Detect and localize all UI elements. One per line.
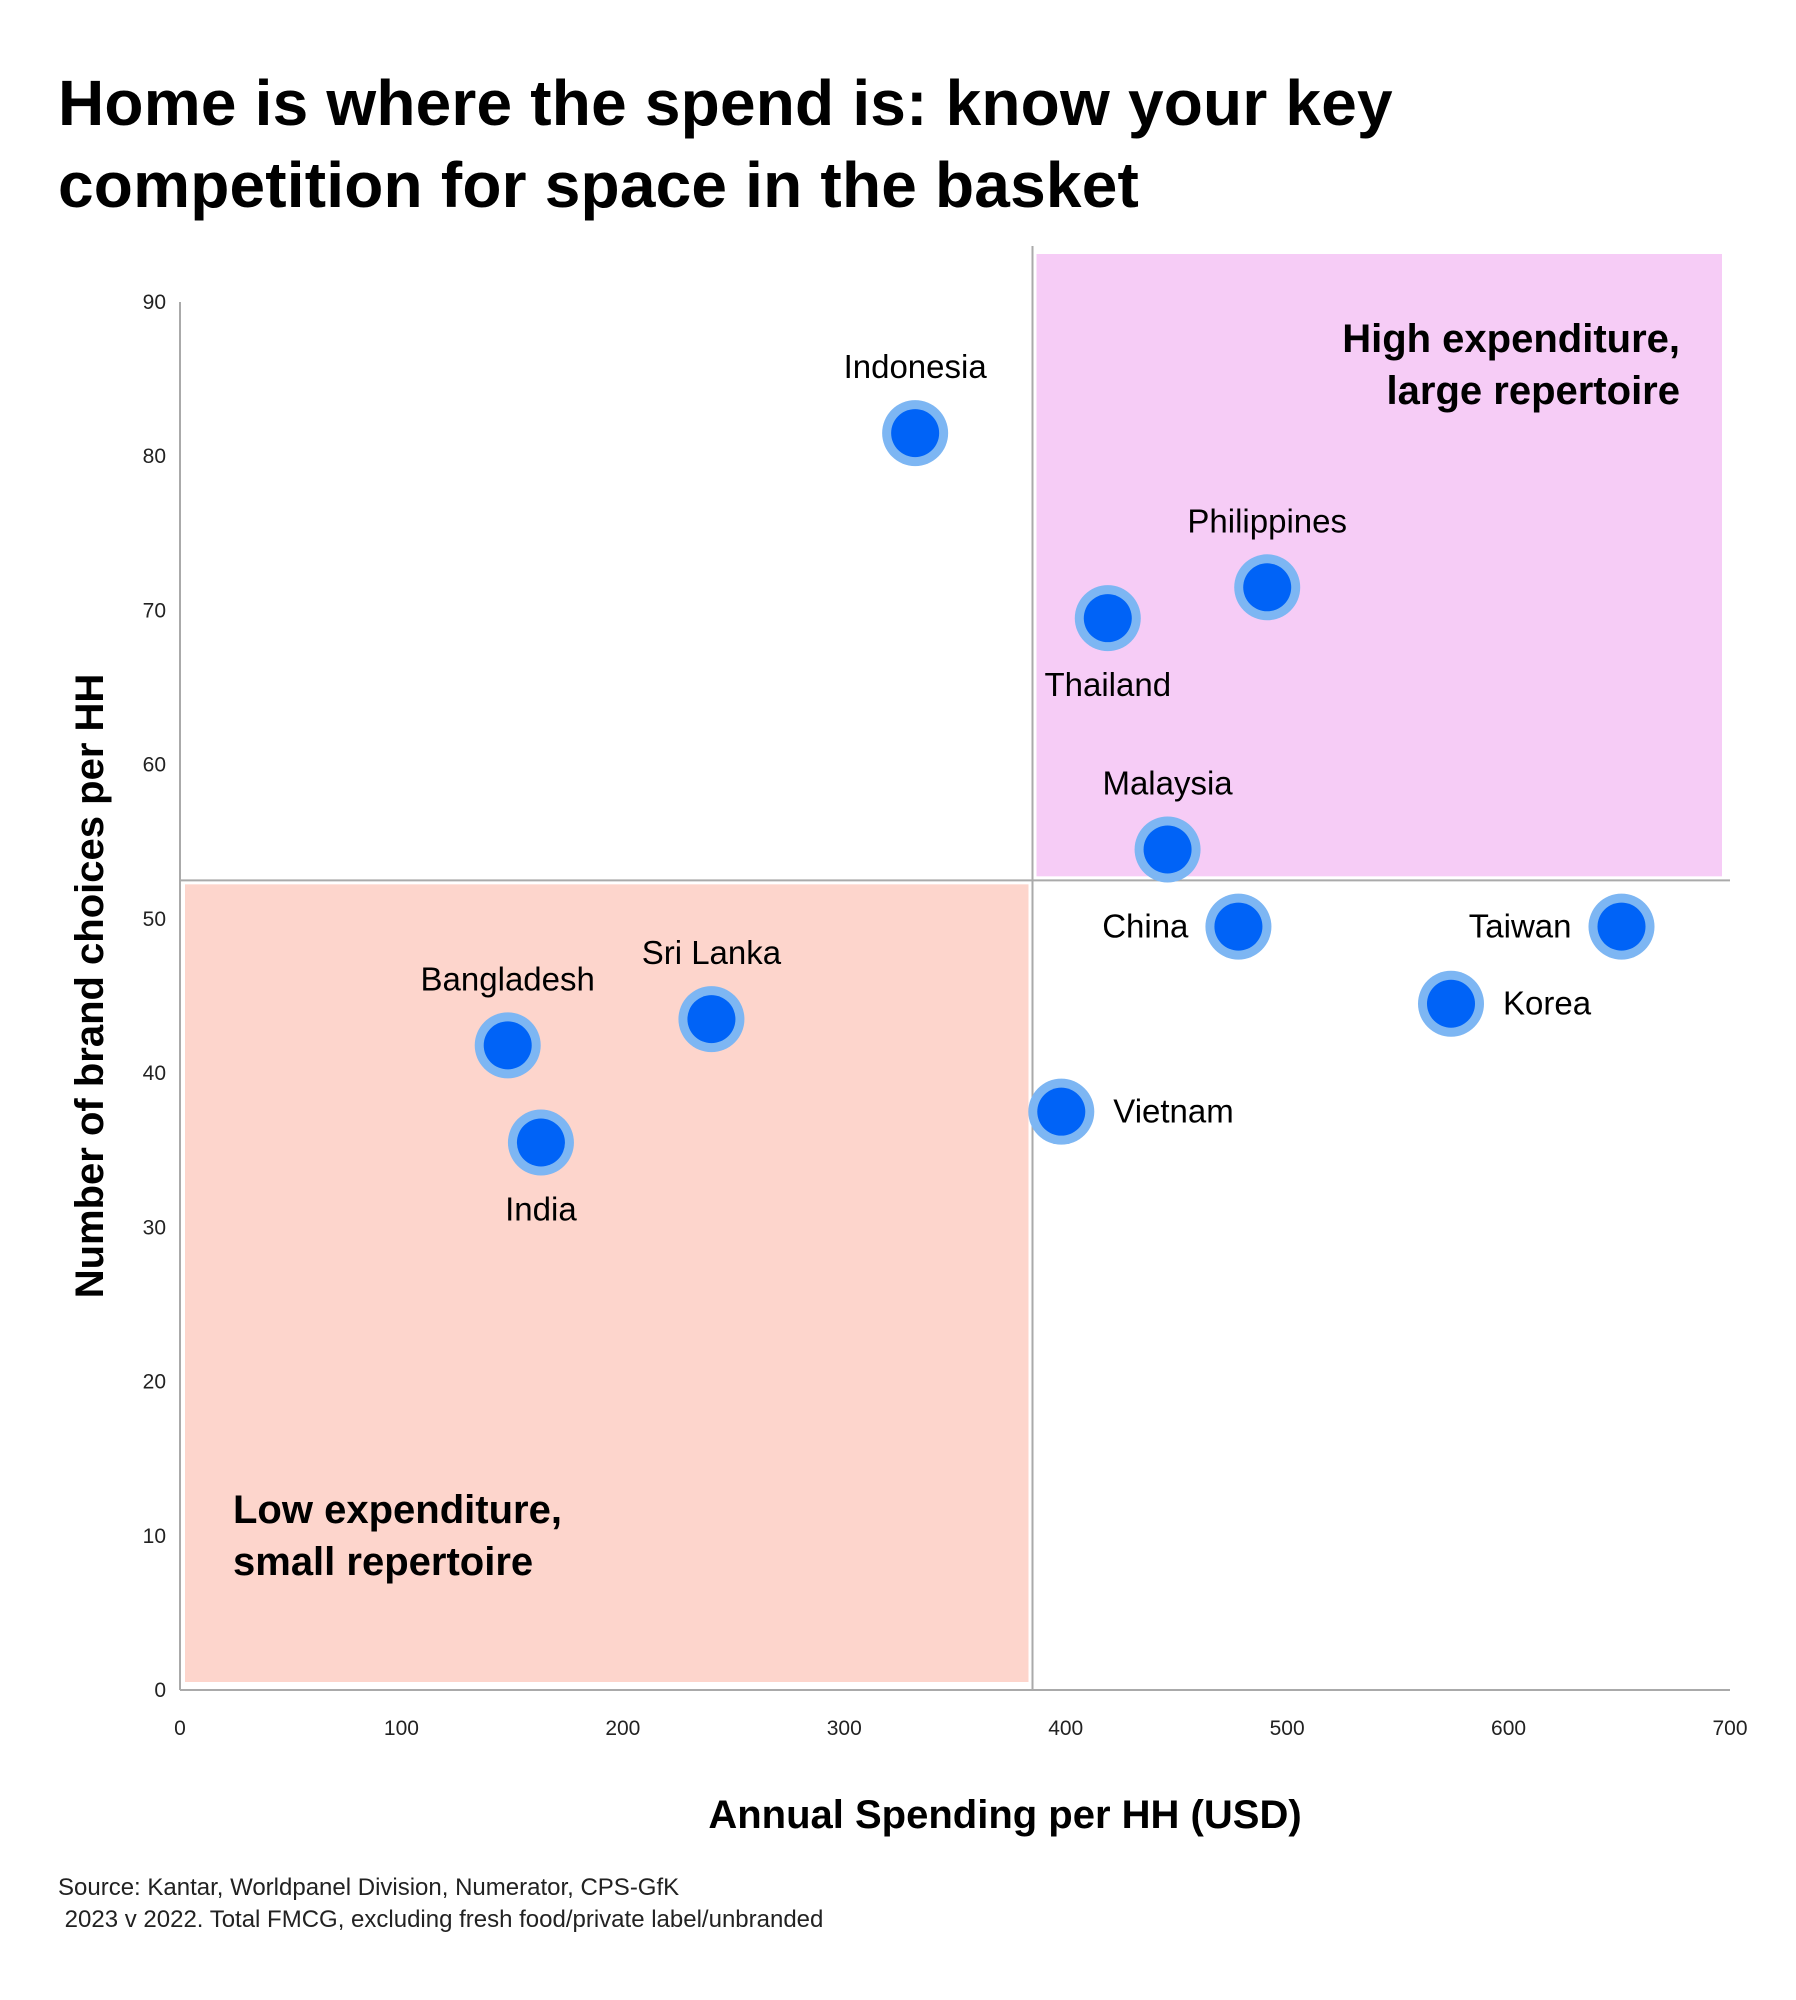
quadrant-high-expenditure <box>1036 254 1722 877</box>
y-tick-label: 90 <box>143 291 166 314</box>
y-tick-label: 50 <box>143 908 166 931</box>
quadrant-label-low: small repertoire <box>233 1540 533 1584</box>
point-label-india: India <box>505 1191 577 1228</box>
point-label-bangladesh: Bangladesh <box>421 960 595 997</box>
source-note: Source: Kantar, Worldpanel Division, Num… <box>58 1872 823 1936</box>
quadrant-label-high: large repertoire <box>1387 369 1680 413</box>
x-tick-label: 300 <box>827 1717 862 1740</box>
point-vietnam <box>1037 1087 1086 1136</box>
chart-title: Home is where the spend is: know your ke… <box>58 67 1393 221</box>
quadrant-low-expenditure <box>185 884 1029 1682</box>
point-sri-lanka <box>687 995 736 1044</box>
x-tick-label: 500 <box>1270 1717 1305 1740</box>
x-tick-label: 0 <box>174 1717 186 1740</box>
point-indonesia <box>891 409 940 458</box>
point-label-sri-lanka: Sri Lanka <box>642 934 782 971</box>
point-korea <box>1427 979 1475 1028</box>
x-tick-label: 200 <box>605 1717 640 1740</box>
point-india <box>516 1118 565 1167</box>
point-label-korea: Korea <box>1503 985 1592 1022</box>
point-label-taiwan: Taiwan <box>1469 908 1572 945</box>
y-tick-label: 20 <box>143 1371 166 1394</box>
point-label-china: China <box>1102 908 1189 945</box>
scatter-chart: 0 10 20 30 40 50 60 70 80 90 0 100 200 300 400 500 600 70… <box>68 246 1748 1837</box>
x-tick-label: 400 <box>1048 1717 1083 1740</box>
point-label-malaysia: Malaysia <box>1102 764 1233 801</box>
x-axis-title: Annual Spending per HH (USD) <box>708 1793 1301 1837</box>
point-taiwan <box>1597 902 1646 951</box>
x-tick-label: 700 <box>1712 1717 1747 1740</box>
x-tick-label: 100 <box>384 1717 419 1740</box>
y-axis-title: Number of brand choices per HH <box>68 674 112 1299</box>
point-malaysia <box>1143 825 1192 874</box>
y-tick-label: 70 <box>143 599 166 622</box>
x-tick-label: 600 <box>1491 1717 1526 1740</box>
y-tick-label: 80 <box>143 445 166 468</box>
point-label-philippines: Philippines <box>1187 502 1347 539</box>
y-tick-label: 30 <box>143 1216 166 1239</box>
y-tick-label: 40 <box>143 1062 166 1085</box>
point-label-indonesia: Indonesia <box>844 348 988 385</box>
point-label-vietnam: Vietnam <box>1113 1093 1233 1130</box>
point-bangladesh <box>483 1021 532 1070</box>
quadrant-label-high: High expenditure, <box>1342 317 1680 361</box>
y-tick-label: 0 <box>154 1679 166 1702</box>
source-line-1: Source: Kantar, Worldpanel Division, Num… <box>58 1874 680 1901</box>
quadrant-label-low: Low expenditure, <box>233 1488 562 1532</box>
point-china <box>1214 902 1263 951</box>
y-tick-label: 10 <box>143 1525 166 1548</box>
point-thailand <box>1083 594 1132 643</box>
point-label-thailand: Thailand <box>1044 666 1171 703</box>
y-tick-label: 60 <box>143 754 166 777</box>
point-philippines <box>1243 563 1292 612</box>
source-line-2: 2023 v 2022. Total FMCG, excluding fresh… <box>58 1906 824 1933</box>
